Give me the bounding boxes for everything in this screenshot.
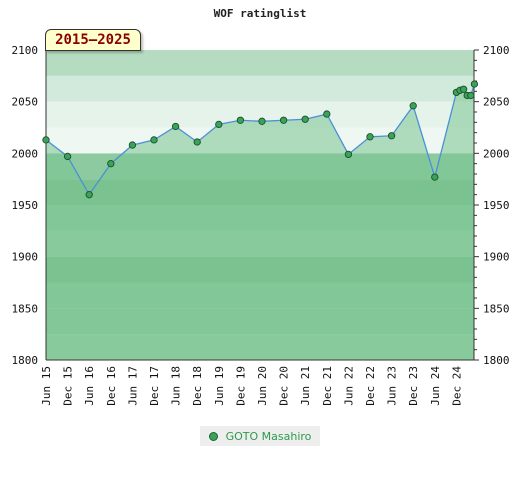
- x-tick-label: Dec 19: [234, 366, 247, 406]
- data-point: [470, 80, 479, 88]
- x-tick-label: Jun 16: [83, 366, 96, 406]
- data-point: [366, 133, 374, 141]
- data-point: [215, 120, 223, 129]
- band: [46, 75, 474, 102]
- data-point: [344, 150, 353, 159]
- x-tick-label: Dec 23: [407, 366, 420, 406]
- series-area: [46, 84, 475, 360]
- legend[interactable]: GOTO Masahiro: [200, 426, 320, 446]
- x-tick-label: Dec 20: [278, 366, 291, 406]
- x-tick-label: Dec 18: [191, 366, 204, 406]
- band: [46, 50, 474, 76]
- y-tick-label-left: 1800: [12, 354, 39, 367]
- data-point: [42, 136, 50, 144]
- data-point: [323, 110, 331, 118]
- data-point: [409, 102, 417, 110]
- data-point: [301, 115, 309, 123]
- y-tick-label-left: 1850: [12, 302, 39, 315]
- data-point: [107, 160, 115, 168]
- y-tick-label-right: 2000: [483, 147, 510, 160]
- y-tick-label-right: 2100: [483, 44, 510, 57]
- legend-label: GOTO Masahiro: [225, 429, 312, 443]
- y-tick-label-left: 1900: [12, 251, 39, 264]
- data-point: [279, 116, 288, 124]
- x-tick-label: Dec 17: [148, 366, 161, 406]
- x-tick-label: Dec 16: [105, 366, 118, 406]
- data-point: [128, 141, 137, 149]
- x-tick-label: Dec 24: [450, 366, 463, 406]
- data-point: [467, 91, 475, 100]
- data-point: [431, 173, 439, 181]
- x-tick-label: Jun 24: [429, 366, 442, 406]
- data-point: [387, 132, 396, 140]
- x-tick-label: Jun 23: [386, 366, 399, 406]
- data-point: [236, 116, 245, 124]
- y-tick-label-right: 1900: [483, 251, 510, 264]
- x-tick-label: Jun 20: [256, 366, 269, 406]
- area-fill: [46, 84, 475, 360]
- x-tick-label: Dec 22: [364, 366, 377, 406]
- data-point: [459, 85, 468, 93]
- y-tick-label-right: 1850: [483, 302, 510, 315]
- x-tick-label: Jun 21: [299, 366, 312, 406]
- data-point: [63, 152, 72, 161]
- y-tick-label-left: 2100: [12, 44, 39, 57]
- chart-title: WOF ratinglist: [214, 7, 307, 20]
- x-tick-label: Jun 19: [213, 366, 226, 406]
- x-tick-label: Dec 21: [321, 366, 334, 406]
- y-tick-label-right: 1800: [483, 354, 510, 367]
- data-point: [258, 117, 266, 125]
- x-axis: Jun 15 Dec 15 Jun 16 Dec 16 Jun 17 Dec 17 Jun …: [40, 359, 474, 406]
- y-axis-right: 1800 1850 1900 1950 2000 2050 2100: [473, 44, 510, 367]
- data-point: [171, 122, 180, 131]
- x-tick-label: Jun 15: [40, 366, 53, 406]
- y-axis-left: 1800 1850 1900 1950 2000 2050 2100: [12, 44, 47, 367]
- series-group: [42, 80, 479, 199]
- data-point: [85, 191, 93, 199]
- data-point: [193, 138, 201, 146]
- y-tick-label-left: 1950: [12, 199, 39, 212]
- y-tick-label-left: 2050: [12, 96, 39, 109]
- x-tick-label: Jun 17: [126, 366, 139, 406]
- x-tick-label: Jun 18: [170, 366, 183, 406]
- x-tick-label: Jun 22: [342, 366, 355, 406]
- data-point: [150, 136, 158, 144]
- y-tick-label-left: 2000: [12, 147, 39, 160]
- y-tick-label-right: 1950: [483, 199, 510, 212]
- x-tick-label: Dec 15: [62, 366, 75, 406]
- y-tick-label-right: 2050: [483, 96, 510, 109]
- period-label: 2015–2025: [45, 29, 141, 51]
- legend-marker-icon: [208, 431, 218, 441]
